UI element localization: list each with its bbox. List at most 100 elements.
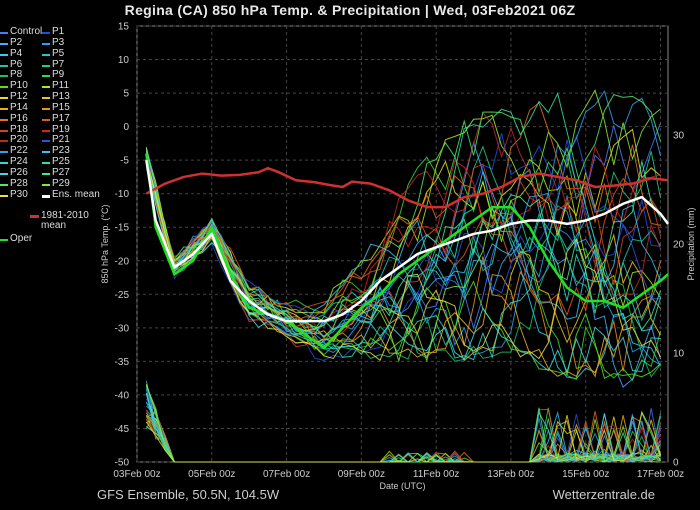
model-location-label: GFS Ensemble, 50.5N, 104.5W	[97, 487, 280, 502]
legend-row: P2 P3	[0, 36, 112, 49]
legend-label: P13	[52, 91, 70, 103]
legend-label: P9	[52, 69, 65, 81]
legend-item: P23	[42, 145, 70, 157]
legend-label: P25	[52, 156, 70, 168]
y-tick-label: -20	[115, 256, 130, 267]
legend-item: P29	[42, 178, 70, 190]
legend-row: P30 Ens. mean	[0, 189, 112, 201]
x-tick-label: 17Feb 00z	[637, 469, 684, 480]
x-tick-label: 11Feb 00z	[413, 469, 460, 480]
legend-label: mean	[41, 219, 67, 231]
legend-row: P26 P27	[0, 166, 112, 179]
legend-item: P10	[0, 80, 28, 92]
y2-tick-label: 0	[673, 458, 679, 469]
legend-item: P11	[42, 80, 69, 92]
legend-row: P12 P13	[0, 91, 112, 103]
legend-label: P20	[10, 134, 28, 146]
legend-item: P14	[0, 102, 28, 114]
legend-swatch	[0, 107, 8, 110]
legend-item: P19	[42, 124, 70, 136]
x-tick-label: 09Feb 00z	[338, 469, 385, 480]
legend-swatch	[0, 32, 8, 34]
legend-swatch	[0, 151, 8, 154]
legend-row: P4 P5	[0, 48, 112, 60]
legend-swatch	[0, 129, 8, 132]
legend-swatch	[42, 151, 50, 154]
legend-swatch	[30, 214, 39, 218]
legend-row: P8 P9	[0, 69, 112, 81]
legend-label: P6	[10, 58, 23, 70]
legend-item: P13	[42, 91, 70, 103]
legend-swatch	[42, 118, 50, 121]
legend-swatch	[42, 86, 50, 89]
legend-label: P26	[10, 166, 28, 178]
y2-tick-label: 30	[673, 131, 685, 142]
legend-row: P22 P23	[0, 145, 112, 157]
legend-item: P21	[42, 135, 70, 146]
legend: Control P1 P2 P3 P4 P5 P6 P7 P8 P9 P10 P11 P12 P13 P14…	[0, 26, 112, 244]
legend-swatch	[42, 129, 50, 132]
legend-label: P24	[10, 156, 28, 168]
legend-label: P2	[10, 36, 23, 48]
legend-row: P10 P11	[0, 80, 112, 92]
y-tick-label: -25	[115, 290, 130, 301]
y-tick-label: -30	[115, 323, 130, 334]
legend-swatch	[42, 42, 50, 45]
legend-row: P14 P15	[0, 102, 112, 114]
legend-label: P28	[10, 177, 28, 189]
y-tick-label: -5	[120, 156, 129, 167]
legend-item: P9	[42, 69, 65, 81]
legend-label: P1	[52, 26, 65, 37]
y-tick-label: -35	[115, 357, 130, 368]
legend-label: Oper	[10, 232, 33, 244]
legend-label: Control	[10, 26, 43, 37]
legend-swatch	[42, 162, 50, 165]
y-tick-label: -50	[115, 458, 130, 469]
legend-item: P30	[0, 189, 28, 201]
legend-row: P16 P17	[0, 112, 112, 125]
legend-item-ens-mean: Ens. mean	[42, 189, 100, 201]
climate-mean-line	[145, 166, 669, 209]
legend-swatch	[0, 75, 8, 78]
member-line	[145, 159, 661, 362]
legend-swatch	[42, 32, 50, 34]
legend-label: P21	[52, 134, 70, 146]
legend-label: P17	[52, 112, 70, 124]
legend-row: Control P1	[0, 26, 112, 38]
legend-label: P23	[52, 145, 70, 157]
legend-row: P24 P25	[0, 156, 112, 168]
legend-item: P20	[0, 135, 28, 146]
legend-item: P15	[42, 102, 70, 114]
legend-label: P27	[52, 166, 70, 178]
y-tick-label: -45	[115, 424, 130, 435]
legend-item-climate-mean: 1981-2010 mean	[0, 210, 112, 231]
legend-swatch	[0, 194, 8, 197]
member-line	[145, 148, 661, 331]
member-line	[145, 134, 661, 328]
legend-item: P4	[0, 48, 22, 60]
y-tick-label: -10	[115, 189, 130, 200]
legend-swatch	[0, 42, 8, 45]
legend-label: P3	[52, 36, 65, 48]
legend-item: P28	[0, 177, 28, 190]
legend-row: P28 P29	[0, 177, 112, 190]
x-axis-label: Date (UTC)	[379, 481, 425, 491]
y2-tick-label: 20	[673, 240, 685, 251]
y-tick-label: 15	[118, 22, 130, 33]
precip-line	[145, 410, 661, 463]
legend-swatch	[42, 64, 50, 67]
member-line	[145, 89, 661, 363]
y-tick-label: 0	[123, 122, 129, 133]
legend-item: P3	[42, 36, 65, 49]
legend-swatch	[0, 162, 8, 165]
y-tick-label: -15	[115, 223, 130, 234]
legend-item: P17	[42, 112, 70, 125]
member-line	[145, 94, 661, 338]
x-tick-label: 03Feb 00z	[113, 469, 160, 480]
legend-label: P7	[52, 58, 65, 70]
legend-swatch	[0, 86, 8, 89]
legend-swatch	[0, 140, 8, 143]
legend-item: P26	[0, 166, 28, 179]
legend-swatch	[42, 194, 50, 198]
